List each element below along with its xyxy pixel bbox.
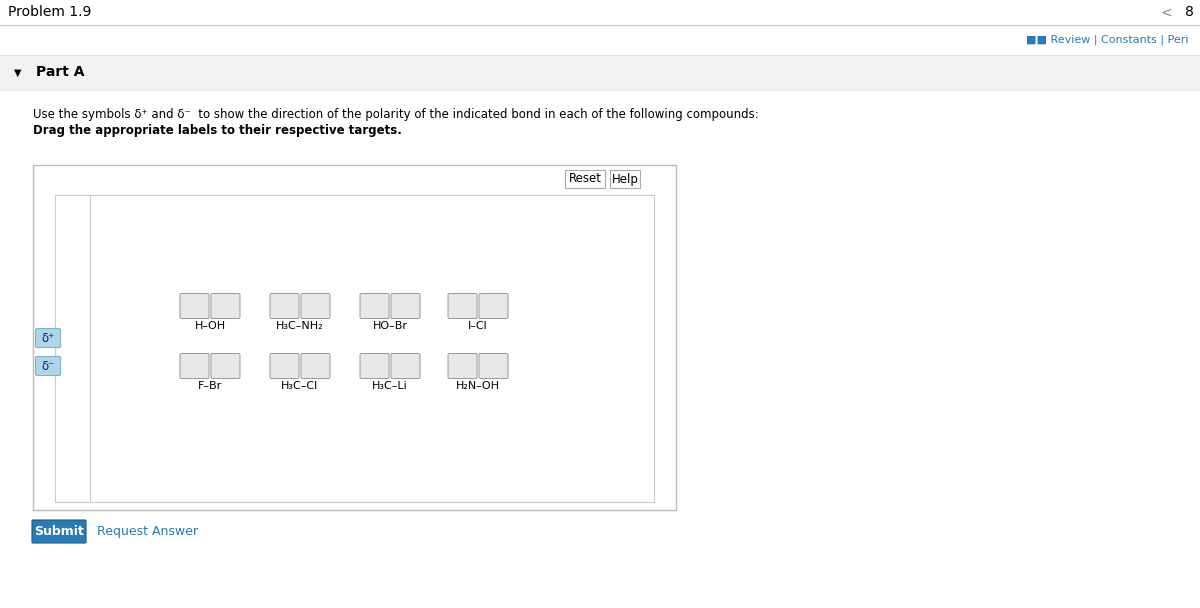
FancyBboxPatch shape (32, 520, 86, 543)
FancyBboxPatch shape (211, 353, 240, 379)
Text: 8: 8 (1186, 5, 1194, 19)
Text: H₃C–Li: H₃C–Li (372, 381, 408, 391)
Bar (34, 165, 676, 510)
Text: Request Answer: Request Answer (97, 525, 198, 538)
Text: Help: Help (612, 173, 638, 185)
Text: ▼: ▼ (14, 67, 22, 77)
FancyBboxPatch shape (36, 356, 60, 376)
Bar (55, 195, 654, 502)
Bar (0, 55, 1200, 90)
FancyBboxPatch shape (36, 328, 60, 348)
FancyBboxPatch shape (360, 353, 389, 379)
Text: <: < (1160, 5, 1171, 19)
FancyBboxPatch shape (448, 353, 478, 379)
FancyBboxPatch shape (180, 294, 209, 319)
Text: Submit: Submit (34, 525, 84, 538)
Text: δ⁻: δ⁻ (41, 359, 55, 373)
Text: Problem 1.9: Problem 1.9 (8, 5, 91, 19)
Text: Part A: Part A (36, 66, 84, 80)
Text: H₃C–NH₂: H₃C–NH₂ (276, 321, 324, 331)
Text: H₃C–Cl: H₃C–Cl (281, 381, 319, 391)
FancyBboxPatch shape (270, 353, 299, 379)
FancyBboxPatch shape (301, 353, 330, 379)
FancyBboxPatch shape (479, 294, 508, 319)
Text: ■■ Review | Constants | Peri: ■■ Review | Constants | Peri (1026, 35, 1188, 45)
Text: H₂N–OH: H₂N–OH (456, 381, 500, 391)
FancyBboxPatch shape (360, 294, 389, 319)
FancyBboxPatch shape (270, 294, 299, 319)
FancyBboxPatch shape (565, 170, 605, 188)
Bar (0, 90, 1200, 608)
FancyBboxPatch shape (180, 353, 209, 379)
FancyBboxPatch shape (479, 353, 508, 379)
FancyBboxPatch shape (448, 294, 478, 319)
Text: F–Br: F–Br (198, 381, 222, 391)
Text: I–Cl: I–Cl (468, 321, 488, 331)
FancyBboxPatch shape (391, 294, 420, 319)
Text: δ⁺: δ⁺ (41, 331, 55, 345)
Bar (0, 0, 1200, 25)
FancyBboxPatch shape (610, 170, 640, 188)
Text: Drag the appropriate labels to their respective targets.: Drag the appropriate labels to their res… (34, 124, 402, 137)
Bar (0, 25, 1200, 55)
FancyBboxPatch shape (391, 353, 420, 379)
Text: H–OH: H–OH (194, 321, 226, 331)
Text: Use the symbols δ⁺ and δ⁻  to show the direction of the polarity of the indicate: Use the symbols δ⁺ and δ⁻ to show the di… (34, 108, 758, 121)
FancyBboxPatch shape (211, 294, 240, 319)
FancyBboxPatch shape (301, 294, 330, 319)
Text: Reset: Reset (569, 173, 601, 185)
Text: HO–Br: HO–Br (372, 321, 408, 331)
